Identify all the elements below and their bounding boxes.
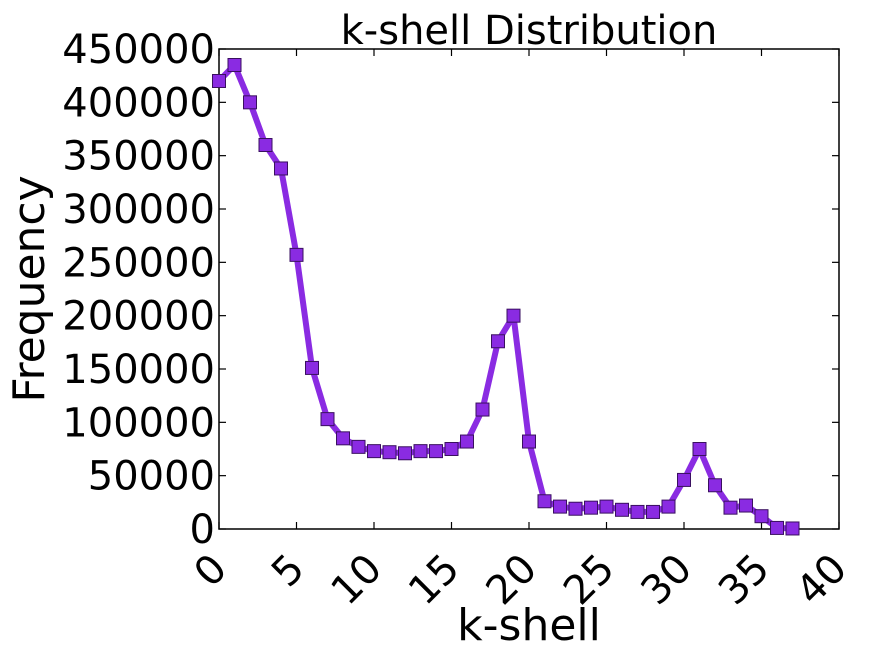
- data-point-marker: [630, 504, 645, 519]
- y-tick-label: 300000: [62, 187, 215, 233]
- plot-area: [218, 48, 840, 530]
- data-point-marker: [460, 434, 474, 449]
- data-point-marker: [584, 500, 598, 515]
- y-tick-label: 50000: [88, 454, 215, 500]
- x-axis-label: k-shell: [457, 600, 601, 651]
- y-tick-label: 150000: [62, 347, 215, 393]
- y-tick-label: 400000: [62, 80, 215, 126]
- data-point-marker: [537, 494, 552, 509]
- y-tick-label: 350000: [62, 134, 215, 180]
- data-point-marker: [475, 402, 490, 417]
- data-point-marker: [367, 444, 381, 459]
- data-point-marker: [398, 446, 412, 461]
- y-tick-label: 250000: [62, 240, 215, 286]
- data-point-marker: [599, 499, 614, 514]
- series-group: [212, 58, 800, 536]
- series-line: [216, 62, 793, 532]
- data-point-marker: [444, 442, 459, 456]
- plot-frame: [218, 48, 840, 530]
- y-axis-ticks: 0 50000 100000 150000 200000 250000 300000 3500…: [62, 27, 839, 553]
- x-tick-label: 30: [633, 546, 702, 615]
- data-point-marker: [708, 478, 722, 493]
- data-point-marker: [413, 444, 428, 459]
- x-tick-label: 10: [323, 546, 392, 615]
- data-point-marker: [661, 499, 676, 514]
- data-point-marker: [212, 74, 226, 88]
- y-tick-label: 100000: [62, 400, 215, 446]
- x-tick-label: 0: [186, 546, 237, 597]
- data-point-marker: [785, 521, 800, 536]
- x-tick-label: 5: [263, 546, 314, 597]
- data-point-marker: [227, 58, 242, 72]
- data-point-marker: [305, 360, 319, 375]
- data-point-marker: [320, 412, 335, 427]
- data-point-marker: [615, 502, 629, 517]
- data-point-marker: [723, 500, 738, 515]
- x-tick-label: 40: [788, 546, 857, 615]
- data-point-marker: [336, 431, 350, 446]
- data-point-marker: [258, 138, 273, 152]
- y-tick-label: 450000: [62, 27, 215, 73]
- data-point-marker: [739, 498, 753, 513]
- data-point-marker: [522, 434, 536, 449]
- data-point-marker: [491, 334, 505, 349]
- data-point-marker: [754, 509, 769, 524]
- data-point-marker: [770, 520, 784, 535]
- data-point-marker: [382, 445, 397, 460]
- data-point-marker: [553, 499, 567, 514]
- data-point-marker: [568, 501, 583, 516]
- data-point-marker: [351, 439, 366, 454]
- chart-title: k-shell Distribution: [341, 8, 718, 54]
- y-axis-label: Frequency: [4, 175, 55, 402]
- data-point-marker: [692, 442, 707, 456]
- data-point-marker: [677, 472, 691, 487]
- data-point-marker: [243, 95, 257, 110]
- data-point-marker: [429, 444, 443, 459]
- data-point-marker: [274, 161, 288, 176]
- data-point-marker: [506, 308, 521, 323]
- y-tick-label: 0: [190, 507, 215, 553]
- x-tick-label: 35: [710, 546, 779, 615]
- data-point-marker: [289, 247, 304, 262]
- data-point-marker: [646, 504, 660, 519]
- y-tick-label: 200000: [62, 294, 215, 340]
